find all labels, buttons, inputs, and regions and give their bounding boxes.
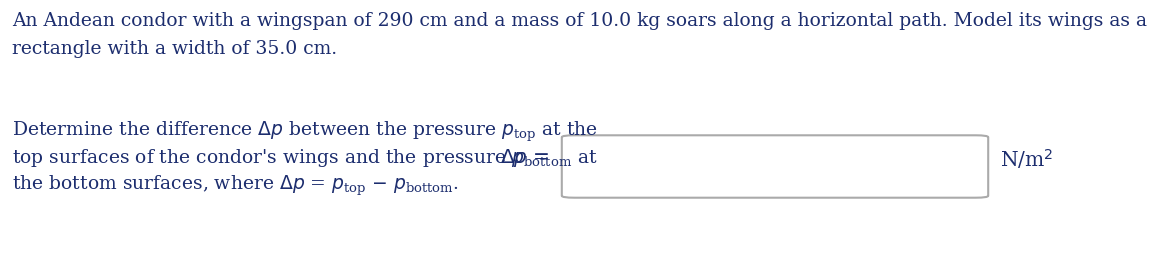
Text: the bottom surfaces, where $\Delta p$ = $p_\mathregular{top}$ $-$ $p_\mathregula: the bottom surfaces, where $\Delta p$ = … — [12, 173, 459, 198]
Text: An Andean condor with a wingspan of 290 cm and a mass of 10.0 kg soars along a h: An Andean condor with a wingspan of 290 … — [12, 12, 1147, 30]
Text: rectangle with a width of 35.0 cm.: rectangle with a width of 35.0 cm. — [12, 40, 337, 58]
Text: Determine the difference $\Delta p$ between the pressure $p_\mathregular{top}$ a: Determine the difference $\Delta p$ betw… — [12, 120, 598, 144]
FancyBboxPatch shape — [562, 136, 989, 198]
Text: N/m$^2$: N/m$^2$ — [1000, 146, 1053, 170]
Text: $\Delta p$ =: $\Delta p$ = — [500, 146, 550, 168]
Text: top surfaces of the condor's wings and the pressure $p_\mathregular{bottom}$ at: top surfaces of the condor's wings and t… — [12, 146, 598, 168]
